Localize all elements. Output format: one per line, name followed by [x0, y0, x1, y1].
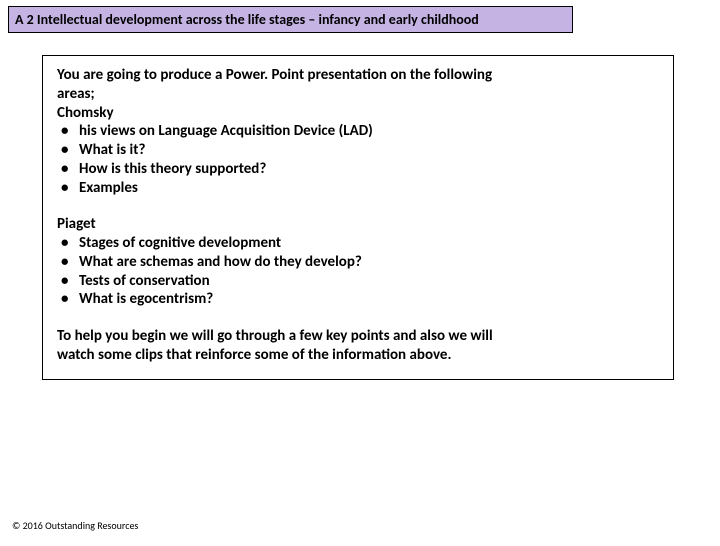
section2-heading: Piaget	[57, 215, 659, 234]
intro-line-1: You are going to produce a Power. Point …	[57, 66, 659, 85]
header-title: A 2 Intellectual development across the …	[15, 11, 479, 28]
section2-bullet-item: Tests of conservation	[57, 272, 659, 291]
section1-heading: Chomsky	[57, 104, 659, 123]
footer-copyright: © 2016 Outstanding Resources	[12, 519, 138, 532]
section1-bullet-item: his views on Language Acquisition Device…	[57, 122, 659, 141]
section1-bullet-item: How is this theory supported?	[57, 160, 659, 179]
section2-bullets: Stages of cognitive development What are…	[57, 234, 659, 309]
section1-bullets: his views on Language Acquisition Device…	[57, 122, 659, 197]
section1-bullet-item: What is it?	[57, 141, 659, 160]
intro-line-2: areas;	[57, 85, 659, 104]
section1-bullet-item: Examples	[57, 179, 659, 198]
closing-line-2: watch some clips that reinforce some of …	[57, 346, 659, 365]
section2-bullet-item: What is egocentrism?	[57, 290, 659, 309]
closing-line-1: To help you begin we will go through a f…	[57, 327, 659, 346]
section2-bullet-item: Stages of cognitive development	[57, 234, 659, 253]
header-band: A 2 Intellectual development across the …	[8, 6, 573, 33]
section2-bullet-item: What are schemas and how do they develop…	[57, 253, 659, 272]
content-box: You are going to produce a Power. Point …	[42, 55, 674, 380]
